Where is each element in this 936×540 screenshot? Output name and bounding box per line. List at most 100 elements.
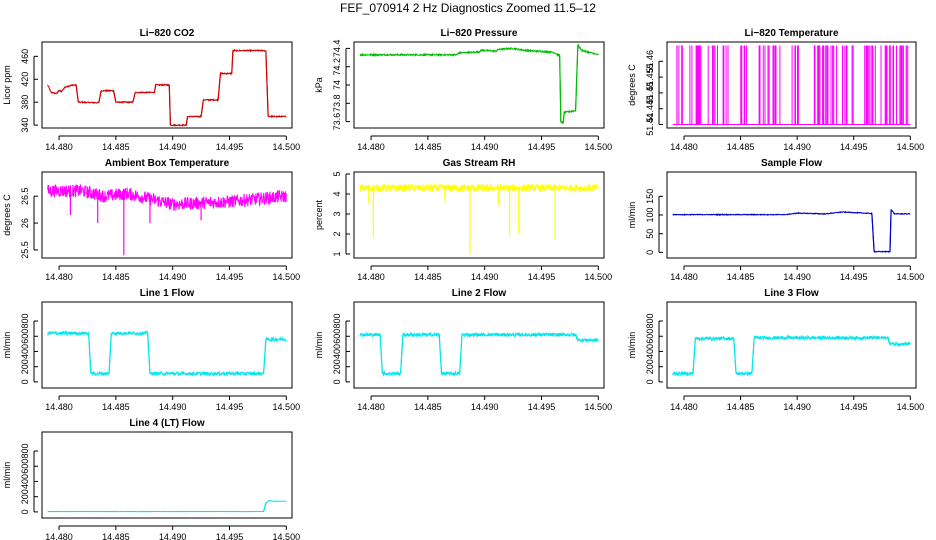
data-layer <box>47 499 287 513</box>
x-tick-label: 14.490 <box>471 402 499 412</box>
chart-title: Li−820 CO2 <box>140 28 195 39</box>
chart-title: Ambient Box Temperature <box>105 158 230 169</box>
y-axis-label: ml/min <box>627 202 637 229</box>
x-tick-label: 14.485 <box>414 142 442 152</box>
series-step <box>438 334 443 374</box>
plot-frame <box>353 41 605 129</box>
x-tick-label: 14.480 <box>45 532 73 540</box>
x-tick-label: 14.485 <box>102 142 130 152</box>
y-axis-label: degrees C <box>627 64 637 106</box>
y-tick-label: 0 <box>645 379 655 384</box>
series-line <box>359 331 599 377</box>
series-step <box>733 338 737 374</box>
x-tick-label: 14.495 <box>216 532 244 540</box>
series-line <box>47 184 287 212</box>
y-tick-label: 25.5 <box>20 241 30 259</box>
series-step <box>265 50 269 117</box>
y-tick-label: 1 <box>332 251 342 256</box>
y-tick-label: 73.6 <box>332 113 342 131</box>
series-line <box>47 329 287 378</box>
chart-line-4-lt-flow: Line 4 (LT) Flow 14.480 14.485 14.490 14.495… <box>2 418 300 540</box>
series-line <box>672 209 911 254</box>
series-step <box>495 48 499 52</box>
x-tick-label: 14.480 <box>45 272 73 282</box>
data-layer <box>359 331 599 377</box>
series-step <box>887 337 891 345</box>
x-tick-label: 14.480 <box>45 142 73 152</box>
y-tick-label: 26.5 <box>20 187 30 205</box>
x-tick-label: 14.500 <box>897 142 925 152</box>
x-tick-label: 14.500 <box>273 532 301 540</box>
y-tick-label: 400 <box>332 344 342 359</box>
chart-title: Sample Flow <box>761 158 822 169</box>
x-tick-label: 14.490 <box>159 142 187 152</box>
y-tick-label: 5 <box>332 171 342 176</box>
x-tick-label: 14.495 <box>528 142 556 152</box>
x-tick-label: 14.480 <box>357 272 385 282</box>
series-step <box>58 89 62 93</box>
plot-frame <box>666 41 917 129</box>
y-tick-label: 600 <box>20 459 30 474</box>
data-layer <box>672 45 911 126</box>
x-tick-label: 14.490 <box>471 272 499 282</box>
x-tick-label: 14.480 <box>357 402 385 412</box>
x-tick-label: 14.480 <box>670 272 698 282</box>
series-step <box>98 90 102 103</box>
y-tick-label: 600 <box>332 329 342 344</box>
series-step <box>751 337 755 374</box>
x-tick-label: 14.495 <box>840 402 868 412</box>
chart-ambient-box-temperature: Ambient Box Temperature 14.480 14.485 14.49… <box>2 158 300 282</box>
y-axis-label: ml/min <box>2 462 12 489</box>
y-tick-label: 74.4 <box>332 40 342 58</box>
chart-title: Line 4 (LT) Flow <box>129 418 205 429</box>
x-tick-label: 14.480 <box>45 402 73 412</box>
series-step <box>132 92 136 103</box>
series-line <box>672 45 911 126</box>
series-step <box>113 90 117 103</box>
series-step <box>185 116 189 126</box>
data-layer <box>672 209 911 254</box>
series-step <box>70 84 73 87</box>
x-tick-label: 14.500 <box>585 142 613 152</box>
y-tick-label: 800 <box>20 314 30 329</box>
x-tick-label: 14.490 <box>159 532 187 540</box>
y-axis-label: ml/min <box>2 332 12 359</box>
data-layer <box>672 334 911 378</box>
x-tick-label: 14.485 <box>102 532 130 540</box>
y-tick-label: 51.455 <box>645 63 655 91</box>
series-line <box>47 48 287 127</box>
x-tick-label: 14.490 <box>159 272 187 282</box>
series-step <box>455 52 459 56</box>
x-tick-label: 14.490 <box>783 402 811 412</box>
series-step <box>889 209 892 252</box>
x-tick-label: 14.495 <box>840 272 868 282</box>
series-step <box>263 502 267 512</box>
series-step <box>147 333 151 374</box>
series-step <box>478 49 482 53</box>
x-tick-label: 14.485 <box>414 272 442 282</box>
y-tick-label: 0 <box>20 509 30 514</box>
plot-frame <box>41 171 293 259</box>
y-tick-label: 26 <box>20 218 30 228</box>
plot-frame <box>41 431 293 519</box>
x-tick-label: 14.480 <box>670 402 698 412</box>
series-line <box>672 334 911 378</box>
y-tick-label: 51.46 <box>645 50 655 73</box>
x-tick-label: 14.500 <box>273 142 301 152</box>
figure-title: FEF_070914 2 Hz Diagnostics Zoomed 11.5–… <box>340 1 596 15</box>
plot-frame <box>353 301 605 389</box>
y-tick-label: 380 <box>20 95 30 110</box>
chart-line-1-flow: Line 1 Flow 14.480 14.485 14.490 14.495 14.50… <box>2 288 300 412</box>
series-step <box>459 334 463 374</box>
x-tick-label: 14.480 <box>357 142 385 152</box>
series-step <box>200 99 204 117</box>
x-tick-label: 14.500 <box>273 272 301 282</box>
x-tick-label: 14.495 <box>216 272 244 282</box>
plot-frame <box>353 171 605 259</box>
series-step <box>217 73 222 100</box>
data-layer <box>47 184 287 256</box>
series-line <box>359 43 599 125</box>
chart-gas-stream-rh: Gas Stream RH 14.480 14.485 14.490 14.495 14.… <box>314 158 612 282</box>
y-tick-label: 200 <box>20 359 30 374</box>
